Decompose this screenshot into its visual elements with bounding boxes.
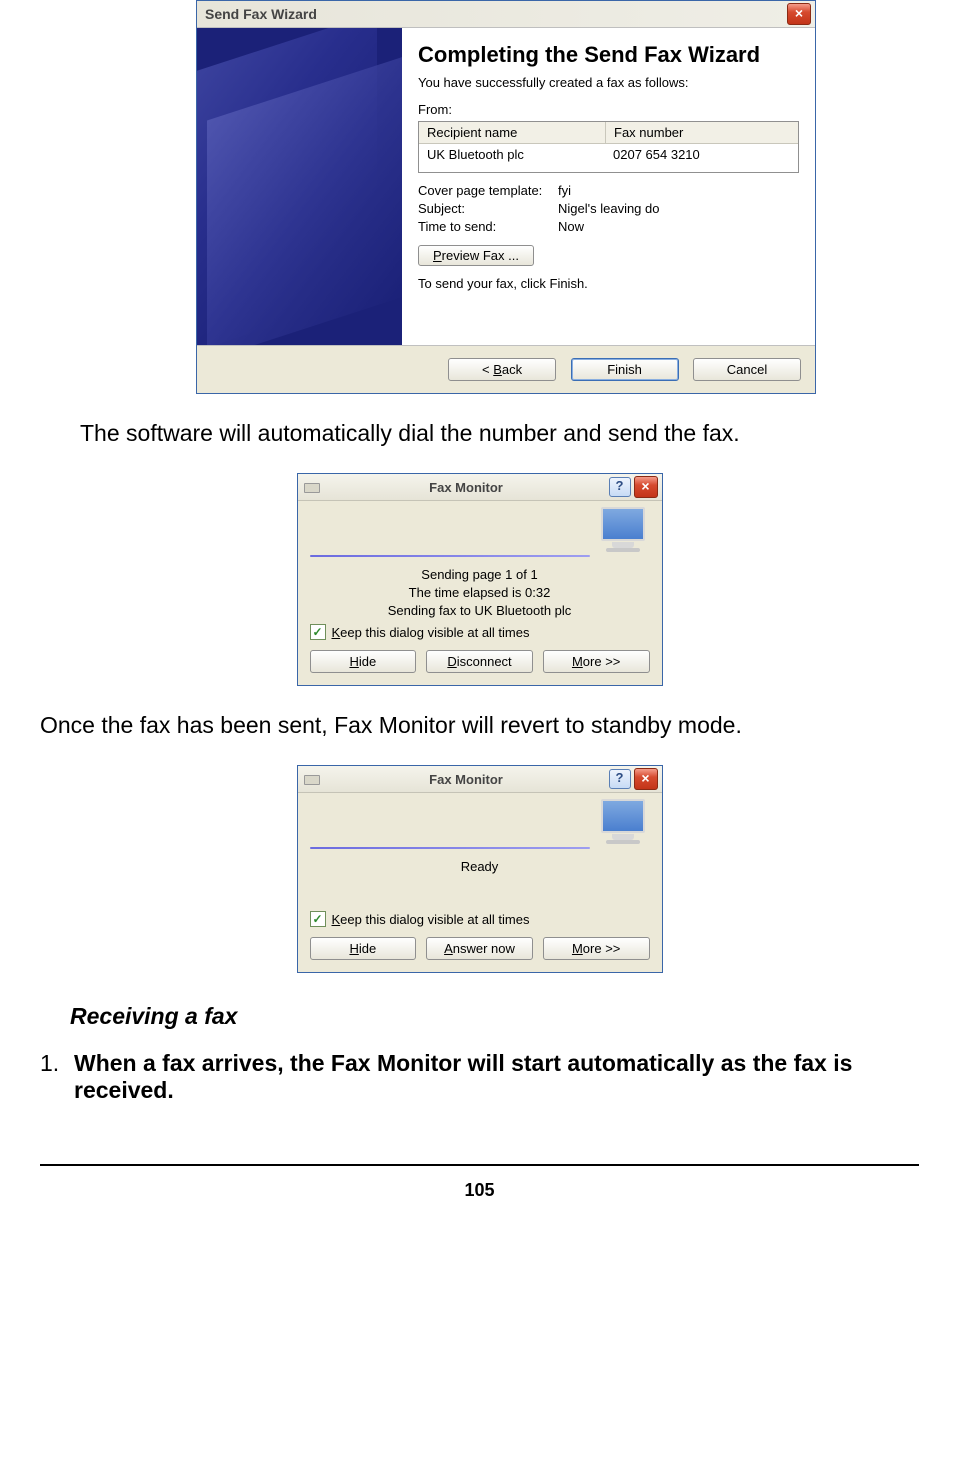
body-text-1: The software will automatically dial the… [80, 420, 919, 447]
wizard-subheading: You have successfully created a fax as f… [418, 75, 799, 90]
time-to-send-value: Now [558, 219, 799, 234]
progress-line [310, 847, 590, 849]
table-header-recipient: Recipient name [419, 122, 606, 143]
wizard-heading: Completing the Send Fax Wizard [418, 42, 799, 67]
hide-button[interactable]: Hide [310, 650, 417, 673]
monitor-titlebar: Fax Monitor ? × [298, 766, 662, 793]
page-number: 105 [464, 1180, 494, 1200]
send-fax-wizard-window: Send Fax Wizard × Completing the Send Fa… [196, 0, 816, 394]
status-line-3: Sending fax to UK Bluetooth plc [310, 603, 650, 618]
wizard-footer: < Back Finish Cancel [197, 345, 815, 393]
monitor-titlebar: Fax Monitor ? × [298, 474, 662, 501]
from-label: From: [418, 102, 799, 117]
wizard-sidebar-graphic [197, 28, 402, 345]
subject-value: Nigel's leaving do [558, 201, 799, 216]
monitor-title: Fax Monitor [324, 772, 609, 787]
step-number: 1. [40, 1050, 74, 1104]
step-text: When a fax arrives, the Fax Monitor will… [74, 1050, 919, 1104]
preview-fax-label: review Fax ... [442, 248, 519, 263]
preview-fax-button[interactable]: Preview Fax ... [418, 245, 534, 266]
keep-visible-label: Keep this dialog visible at all times [332, 625, 530, 640]
subject-label: Subject: [418, 201, 558, 216]
keep-visible-label: Keep this dialog visible at all times [332, 912, 530, 927]
wizard-titlebar: Send Fax Wizard × [197, 1, 815, 28]
table-cell-faxnumber: 0207 654 3210 [605, 144, 798, 172]
answer-now-button[interactable]: Answer now [426, 937, 533, 960]
wizard-title: Send Fax Wizard [205, 6, 787, 22]
page-footer: 105 [40, 1164, 919, 1231]
help-icon[interactable]: ? [609, 477, 631, 497]
finish-hint: To send your fax, click Finish. [418, 276, 799, 291]
more-button[interactable]: More >> [543, 937, 650, 960]
table-header-faxnumber: Fax number [606, 122, 798, 143]
fax-monitor-sending: Fax Monitor ? × Sending page 1 of 1 The … [297, 473, 663, 686]
finish-button[interactable]: Finish [571, 358, 679, 381]
keep-visible-checkbox[interactable]: ✓ [310, 624, 326, 640]
more-button[interactable]: More >> [543, 650, 650, 673]
table-row: UK Bluetooth plc 0207 654 3210 [419, 144, 798, 172]
monitor-title: Fax Monitor [324, 480, 609, 495]
close-icon[interactable]: × [634, 768, 658, 790]
close-icon[interactable]: × [634, 476, 658, 498]
status-line-1: Sending page 1 of 1 [310, 567, 650, 582]
fax-icon [304, 771, 320, 787]
cover-template-label: Cover page template: [418, 183, 558, 198]
hide-button[interactable]: Hide [310, 937, 417, 960]
cover-template-value: fyi [558, 183, 799, 198]
close-icon[interactable]: × [787, 3, 811, 25]
cancel-button[interactable]: Cancel [693, 358, 801, 381]
back-button[interactable]: < Back [448, 358, 556, 381]
section-heading-receiving: Receiving a fax [70, 1003, 919, 1030]
step-1: 1. When a fax arrives, the Fax Monitor w… [40, 1050, 919, 1104]
keep-visible-checkbox[interactable]: ✓ [310, 911, 326, 927]
fax-icon [304, 479, 320, 495]
progress-line [310, 555, 590, 557]
time-to-send-label: Time to send: [418, 219, 558, 234]
recipients-table: Recipient name Fax number UK Bluetooth p… [418, 121, 799, 173]
computer-icon [596, 799, 650, 849]
help-icon[interactable]: ? [609, 769, 631, 789]
table-cell-recipient: UK Bluetooth plc [419, 144, 605, 172]
status-line-2: The time elapsed is 0:32 [310, 585, 650, 600]
fax-monitor-ready: Fax Monitor ? × Ready ✓ Keep this dialog… [297, 765, 663, 973]
body-text-2: Once the fax has been sent, Fax Monitor … [40, 712, 919, 739]
disconnect-button[interactable]: Disconnect [426, 650, 533, 673]
status-ready: Ready [310, 859, 650, 874]
computer-icon [596, 507, 650, 557]
